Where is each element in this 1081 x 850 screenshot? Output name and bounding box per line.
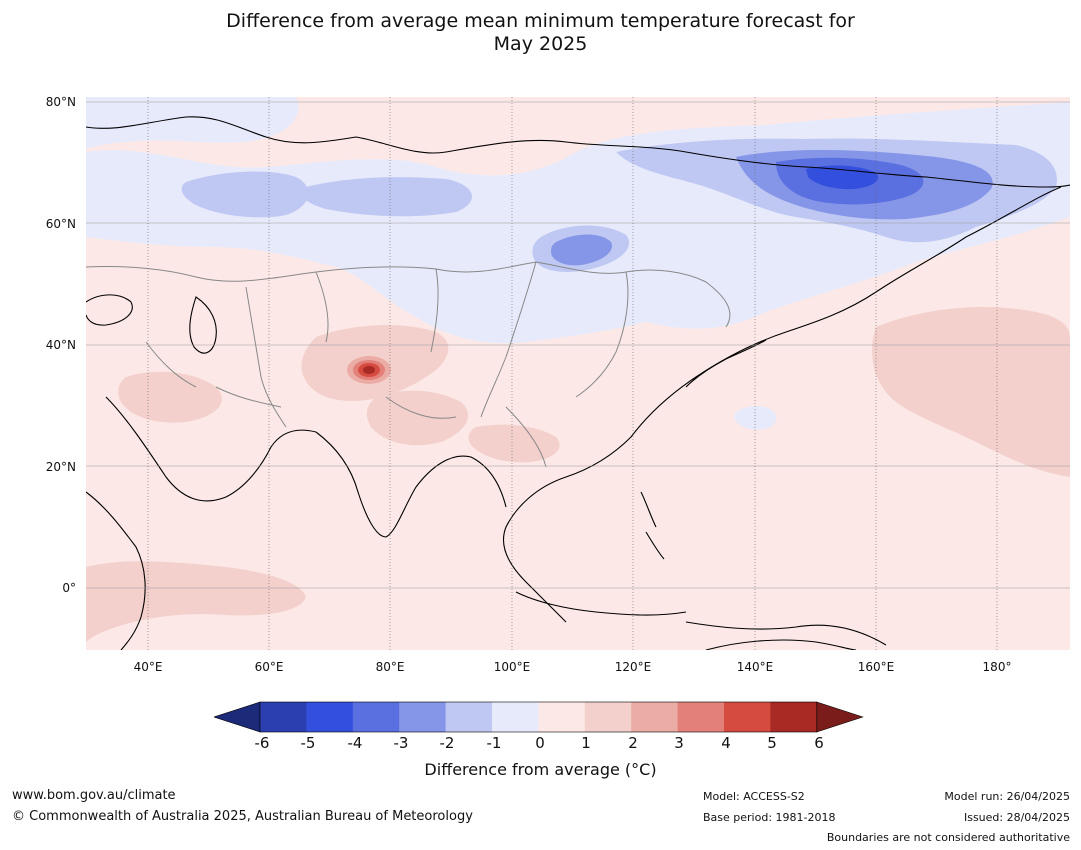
coastline-indonesia: [515, 591, 887, 646]
lon-label-140e: 140°E: [736, 660, 774, 674]
title-line-2: May 2025: [493, 33, 588, 55]
anomaly-region-minus2-west: [181, 171, 309, 218]
lon-label-160e: 160°E: [857, 660, 895, 674]
warm-anomaly-region-westasia: [118, 371, 222, 423]
colorbar-title: Difference from average (°C): [424, 760, 657, 779]
coastline-philippines: [640, 491, 665, 560]
colorbar-tick: 3: [674, 734, 684, 752]
title-line-1: Difference from average mean minimum tem…: [226, 10, 855, 32]
colorbar-arrow-low: [213, 701, 261, 733]
warm-anomaly-region-africa: [86, 561, 306, 642]
hotspot-core: [363, 366, 375, 374]
colorbar-tick: 4: [721, 734, 731, 752]
model-name: Model: ACCESS-S2: [703, 790, 805, 803]
colorbar-segment: [306, 702, 354, 732]
lat-label-0: 0°: [62, 581, 76, 595]
colorbar-tick: -4: [347, 734, 363, 752]
colorbar-tick: -2: [439, 734, 455, 752]
website-link[interactable]: www.bom.gov.au/climate: [12, 788, 176, 803]
lat-label-60n: 60°N: [45, 217, 76, 231]
lon-label-40e: 40°E: [133, 660, 163, 674]
cool-anomaly-small-east: [734, 405, 777, 430]
lon-label-80e: 80°E: [375, 660, 405, 674]
coastline-australia-north: [705, 639, 857, 650]
boundaries-disclaimer: Boundaries are not considered authoritat…: [826, 831, 1070, 844]
lon-label-100e: 100°E: [493, 660, 531, 674]
cool-anomaly-region-nw: [86, 97, 299, 149]
lat-label-80n: 80°N: [45, 95, 76, 109]
coastline-pacific: [503, 186, 1062, 623]
colorbar-tick: 5: [767, 734, 777, 752]
base-period: Base period: 1981-2018: [703, 811, 836, 824]
warm-anomaly-region-eastpacific: [872, 307, 1070, 477]
anomaly-region-minus2-central: [301, 177, 473, 217]
colorbar-arrow-high: [816, 701, 864, 733]
colorbar-tick: 2: [628, 734, 638, 752]
colorbar-segment: [770, 702, 818, 732]
lon-label-120e: 120°E: [614, 660, 652, 674]
map-title: Difference from average mean minimum tem…: [0, 10, 1081, 56]
colorbar-segment: [445, 702, 493, 732]
model-run-date: Model run: 26/04/2025: [944, 790, 1070, 803]
colorbar-tick: 0: [535, 734, 545, 752]
coastline-india: [315, 431, 507, 538]
colorbar-segment: [538, 702, 586, 732]
copyright-notice: © Commonwealth of Australia 2025, Austra…: [12, 809, 473, 824]
lat-label-40n: 40°N: [45, 338, 76, 352]
colorbar-tick: -5: [300, 734, 316, 752]
coastline-caspian: [189, 296, 217, 354]
colorbar-tick: 6: [814, 734, 824, 752]
colorbar-frame: [259, 701, 818, 733]
colorbar-segment: [492, 702, 539, 732]
colorbar-tick: -1: [486, 734, 502, 752]
map-canvas: [86, 97, 1070, 650]
colorbar-segment: [352, 702, 400, 732]
anomaly-region-minus3-lake: [551, 234, 612, 266]
coastline-black-sea: [86, 294, 133, 326]
colorbar-segment: [399, 702, 447, 732]
warm-anomaly-region-india: [366, 390, 469, 446]
colorbar-segment: [724, 702, 771, 732]
longitude-gridlines: [147, 97, 998, 650]
coastline-africa: [86, 491, 146, 650]
forecast-map[interactable]: [86, 97, 1070, 650]
colorbar-segment: [631, 702, 679, 732]
issued-date: Issued: 28/04/2025: [963, 811, 1070, 824]
coastline-arctic: [86, 116, 1070, 188]
coastline-arabia: [105, 396, 317, 502]
colorbar-segment: [677, 702, 725, 732]
colorbar-segment: [584, 702, 632, 732]
latitude-gridlines: [86, 101, 1070, 589]
colorbar-segment: [260, 702, 307, 732]
colorbar-tick: -6: [254, 734, 270, 752]
colorbar-tick: -3: [393, 734, 409, 752]
country-borders: [86, 261, 731, 468]
lon-label-180: 180°: [982, 660, 1012, 674]
lat-label-20n: 20°N: [45, 460, 76, 474]
colorbar-tick: 1: [581, 734, 591, 752]
colorbar: [213, 700, 866, 734]
coastline-japan: [685, 339, 767, 388]
colorbar-svg: [213, 701, 864, 733]
lon-label-60e: 60°E: [254, 660, 284, 674]
warm-anomaly-region-seasia: [468, 424, 560, 463]
